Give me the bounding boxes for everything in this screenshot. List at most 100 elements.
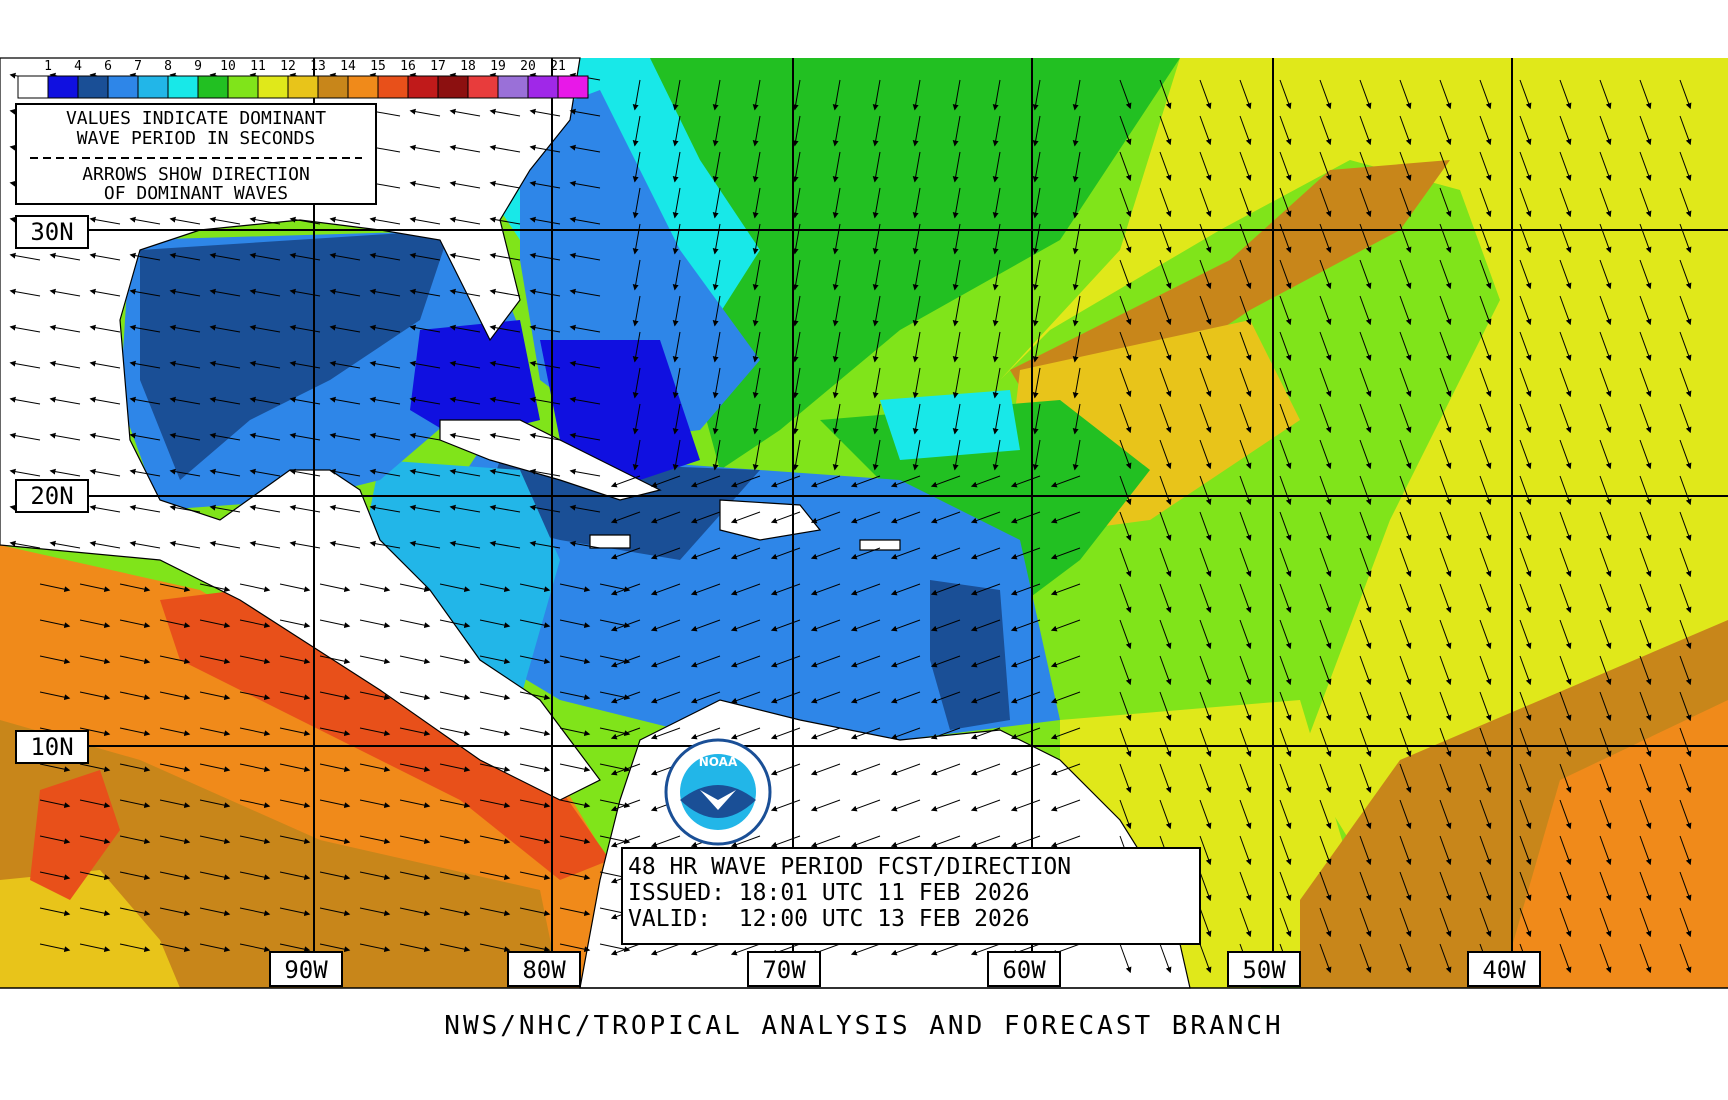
wave-direction-arrow <box>1032 295 1041 327</box>
wave-direction-arrow <box>519 763 551 773</box>
wave-direction-arrow <box>1439 79 1452 110</box>
wave-direction-arrow <box>1399 799 1412 830</box>
wave-direction-arrow <box>1119 943 1132 974</box>
wave-direction-arrow <box>912 79 921 111</box>
wave-direction-arrow <box>279 835 311 845</box>
wave-direction-arrow <box>319 619 351 629</box>
wave-direction-arrow <box>519 619 551 629</box>
wave-direction-arrow <box>752 151 761 183</box>
wave-direction-arrow <box>559 619 591 629</box>
wave-direction-arrow <box>992 115 1001 147</box>
wave-direction-arrow <box>970 583 1001 596</box>
wave-direction-arrow <box>1519 727 1532 758</box>
wave-direction-arrow <box>1559 187 1572 218</box>
wave-direction-arrow <box>1199 835 1212 866</box>
wave-direction-arrow <box>1359 295 1372 326</box>
wave-direction-arrow <box>672 403 681 435</box>
wave-direction-arrow <box>712 295 721 327</box>
wave-direction-arrow <box>1359 943 1372 974</box>
wave-direction-arrow <box>890 655 921 668</box>
wave-direction-arrow <box>1239 79 1252 110</box>
wave-direction-arrow <box>1239 439 1252 470</box>
wave-direction-arrow <box>712 439 721 471</box>
wave-direction-arrow <box>1239 187 1252 218</box>
wave-direction-arrow <box>1199 655 1212 686</box>
wave-direction-arrow <box>119 763 151 773</box>
wave-direction-arrow <box>890 691 921 704</box>
wave-direction-arrow <box>89 252 121 261</box>
wave-direction-arrow <box>1439 943 1452 974</box>
legend-swatch <box>47 75 79 99</box>
wave-direction-arrow <box>1439 655 1452 686</box>
wave-direction-arrow <box>79 943 111 953</box>
wave-direction-arrow <box>770 691 801 704</box>
wave-direction-arrow <box>1479 259 1492 290</box>
wave-direction-arrow <box>1519 367 1532 398</box>
wave-direction-arrow <box>1199 763 1212 794</box>
footer-credit: NWS/NHC/TROPICAL ANALYSIS AND FORECAST B… <box>444 1011 1283 1041</box>
wave-direction-arrow <box>409 396 441 405</box>
wave-direction-arrow <box>730 619 761 632</box>
wave-direction-arrow <box>1319 943 1332 974</box>
wave-direction-arrow <box>912 403 921 435</box>
wave-direction-arrow <box>1072 187 1081 219</box>
wave-direction-arrow <box>119 655 151 665</box>
wave-direction-arrow <box>1279 835 1292 866</box>
legend-swatch <box>197 75 229 99</box>
wave-direction-arrow <box>730 727 761 740</box>
longitude-labels: 90W 80W 70W 60W 50W 40W <box>269 951 1541 987</box>
wave-direction-arrow <box>409 432 441 441</box>
wave-direction-arrow <box>890 943 921 956</box>
wave-direction-arrow <box>319 871 351 881</box>
wave-direction-arrow <box>169 540 201 549</box>
wave-direction-arrow <box>529 252 561 261</box>
wave-direction-arrow <box>1319 583 1332 614</box>
noaa-logo-text: NOAA <box>699 755 738 769</box>
wave-direction-arrow <box>832 115 841 147</box>
wave-direction-arrow <box>1479 799 1492 830</box>
wave-direction-arrow <box>359 727 391 737</box>
wave-direction-arrow <box>569 108 601 117</box>
wave-direction-arrow <box>1032 367 1041 399</box>
wave-direction-arrow <box>672 151 681 183</box>
wave-direction-arrow <box>1239 799 1252 830</box>
wave-direction-arrow <box>569 468 601 477</box>
wave-direction-arrow <box>1199 259 1212 290</box>
wave-direction-arrow <box>479 763 511 773</box>
wave-direction-arrow <box>1239 727 1252 758</box>
wave-direction-arrow <box>489 108 521 117</box>
wave-direction-arrow <box>912 259 921 291</box>
wave-direction-arrow <box>9 360 41 369</box>
wave-direction-arrow <box>690 511 721 524</box>
wave-direction-arrow <box>1519 547 1532 578</box>
wave-direction-arrow <box>770 475 801 488</box>
wave-direction-arrow <box>1199 583 1212 614</box>
wave-direction-arrow <box>1559 223 1572 254</box>
wave-direction-arrow <box>912 115 921 147</box>
wave-direction-arrow <box>1159 475 1172 506</box>
wave-direction-arrow <box>359 799 391 809</box>
wave-direction-arrow <box>1199 331 1212 362</box>
wave-direction-arrow <box>632 403 641 435</box>
wave-direction-arrow <box>399 583 431 593</box>
wave-direction-arrow <box>1679 79 1692 110</box>
wave-direction-arrow <box>1239 655 1252 686</box>
wave-direction-arrow <box>1479 583 1492 614</box>
wave-direction-arrow <box>39 943 71 953</box>
lon-label-90w: 90W <box>284 956 328 984</box>
wave-direction-arrow <box>89 360 121 369</box>
wave-direction-arrow <box>399 619 431 629</box>
wave-direction-arrow <box>1159 403 1172 434</box>
wave-direction-arrow <box>559 943 591 953</box>
wave-direction-arrow <box>1479 907 1492 938</box>
wave-direction-arrow <box>1119 187 1132 218</box>
wave-direction-arrow <box>399 655 431 665</box>
wave-direction-arrow <box>1479 547 1492 578</box>
wave-direction-arrow <box>359 583 391 593</box>
wave-direction-arrow <box>359 871 391 881</box>
wave-direction-arrow <box>249 360 281 369</box>
wave-direction-arrow <box>1679 295 1692 326</box>
legend-tick-label: 14 <box>340 59 356 74</box>
wave-direction-arrow <box>1519 799 1532 830</box>
wave-direction-arrow <box>632 295 641 327</box>
